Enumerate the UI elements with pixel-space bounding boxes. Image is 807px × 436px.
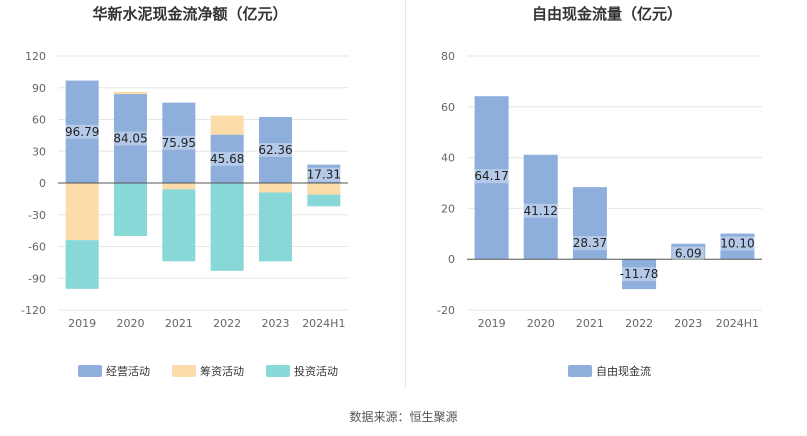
x-tick-label: 2021 — [576, 317, 604, 330]
bar-投资活动-2021 — [162, 189, 196, 262]
source-note: 数据来源：恒生聚源 — [349, 410, 458, 424]
net-cashflow-chart: 华新水泥现金流净额（亿元） 120 90 60 30 0 -30 -60 -90 -120 2019… — [21, 5, 348, 378]
bar-自由现金流-2022 — [622, 259, 657, 290]
y-tick-label: 20 — [441, 202, 455, 215]
bar-自由现金流-2019 — [474, 96, 509, 260]
bar-投资活动-2024H1 — [307, 194, 341, 207]
data-label-bg — [111, 131, 150, 146]
data-label-bg — [472, 169, 512, 184]
data-label-bg — [207, 151, 247, 166]
chart-title: 华新水泥现金流净额（亿元） — [92, 5, 287, 23]
data-label: 6.09 — [675, 247, 702, 261]
data-label: 64.17 — [474, 169, 508, 183]
data-label: 17.31 — [307, 168, 341, 182]
data-label-bg — [570, 236, 610, 251]
bar-投资活动-2022 — [210, 183, 244, 271]
data-label: 28.37 — [573, 236, 607, 250]
bar-经营活动-2019 — [65, 80, 99, 183]
x-tick-label: 2022 — [625, 317, 653, 330]
bar-筹资活动-2024H1 — [307, 183, 341, 195]
x-tick-label: 2024H1 — [302, 317, 345, 330]
legend-swatch — [266, 365, 290, 377]
y-tick-label: 0 — [448, 253, 455, 266]
x-tick-label: 2022 — [213, 317, 241, 330]
bar-投资活动-2019 — [65, 240, 99, 289]
panel-divider — [405, 0, 406, 388]
bar-经营活动-2024H1 — [307, 164, 341, 183]
y-tick-label: 60 — [32, 114, 46, 127]
data-label: 84.05 — [113, 132, 147, 146]
data-label: -11.78 — [620, 267, 659, 281]
y-tick-label: 40 — [441, 152, 455, 165]
y-tick-label: 60 — [441, 101, 455, 114]
legend-label: 经营活动 — [106, 364, 150, 378]
bar-筹资活动-2021 — [162, 183, 196, 190]
x-tick-label: 2023 — [674, 317, 702, 330]
y-tick-label: -20 — [437, 304, 455, 317]
data-label: 96.79 — [65, 125, 99, 139]
x-tick-label: 2019 — [68, 317, 96, 330]
chart-title: 自由现金流量（亿元） — [532, 5, 682, 23]
data-label-bg — [521, 203, 561, 218]
bar-自由现金流-2023 — [671, 243, 706, 260]
data-label: 62.36 — [258, 143, 292, 157]
bar-自由现金流-2021 — [572, 187, 607, 260]
x-tick-label: 2019 — [478, 317, 506, 330]
bar-经营活动-2021 — [162, 102, 196, 183]
bar-经营活动-2023 — [259, 117, 292, 183]
data-label-bg — [256, 143, 295, 158]
y-tick-label: 80 — [441, 50, 455, 63]
bar-投资活动-2023 — [259, 192, 292, 262]
data-label-bg — [62, 124, 102, 139]
y-tick-label: -60 — [28, 241, 46, 254]
y-tick-label: -90 — [28, 272, 46, 285]
bar-筹资活动-2022 — [210, 115, 244, 135]
data-label-bg — [672, 246, 705, 261]
data-label: 10.10 — [720, 237, 754, 251]
x-tick-label: 2020 — [117, 317, 145, 330]
y-tick-label: 90 — [32, 82, 46, 95]
legend-label: 筹资活动 — [200, 364, 244, 378]
data-label-bg — [304, 167, 344, 182]
x-tick-label: 2020 — [527, 317, 555, 330]
data-label-bg — [717, 236, 757, 251]
legend-swatch — [172, 365, 196, 377]
x-tick-label: 2023 — [262, 317, 290, 330]
y-tick-label: 30 — [32, 145, 46, 158]
y-tick-label: -120 — [21, 304, 46, 317]
data-label: 45.68 — [210, 152, 244, 166]
x-tick-label: 2024H1 — [716, 317, 759, 330]
legend-label: 自由现金流 — [596, 364, 651, 378]
bar-经营活动-2020 — [114, 94, 147, 183]
bar-筹资活动-2019 — [65, 183, 99, 241]
data-label: 41.12 — [524, 204, 558, 218]
legend-swatch — [78, 365, 102, 377]
bar-筹资活动-2023 — [259, 183, 292, 193]
bar-筹资活动-2020 — [114, 91, 147, 95]
y-tick-label: -30 — [28, 209, 46, 222]
y-tick-label: 120 — [25, 50, 46, 63]
legend-swatch — [568, 365, 592, 377]
y-tick-label: 0 — [39, 177, 46, 190]
x-tick-label: 2021 — [165, 317, 193, 330]
data-label-bg — [616, 267, 663, 282]
bar-自由现金流-2020 — [523, 154, 558, 260]
data-label: 75.95 — [162, 136, 196, 150]
legend-label: 投资活动 — [294, 364, 338, 378]
bar-经营活动-2022 — [210, 134, 244, 183]
bar-投资活动-2020 — [114, 183, 147, 236]
data-label-bg — [159, 135, 199, 150]
bar-自由现金流-2024H1 — [720, 233, 755, 260]
free-cashflow-chart: 自由现金流量（亿元） 80 60 40 20 0 -20 2019 2020 2021 2022 20… — [437, 5, 762, 378]
